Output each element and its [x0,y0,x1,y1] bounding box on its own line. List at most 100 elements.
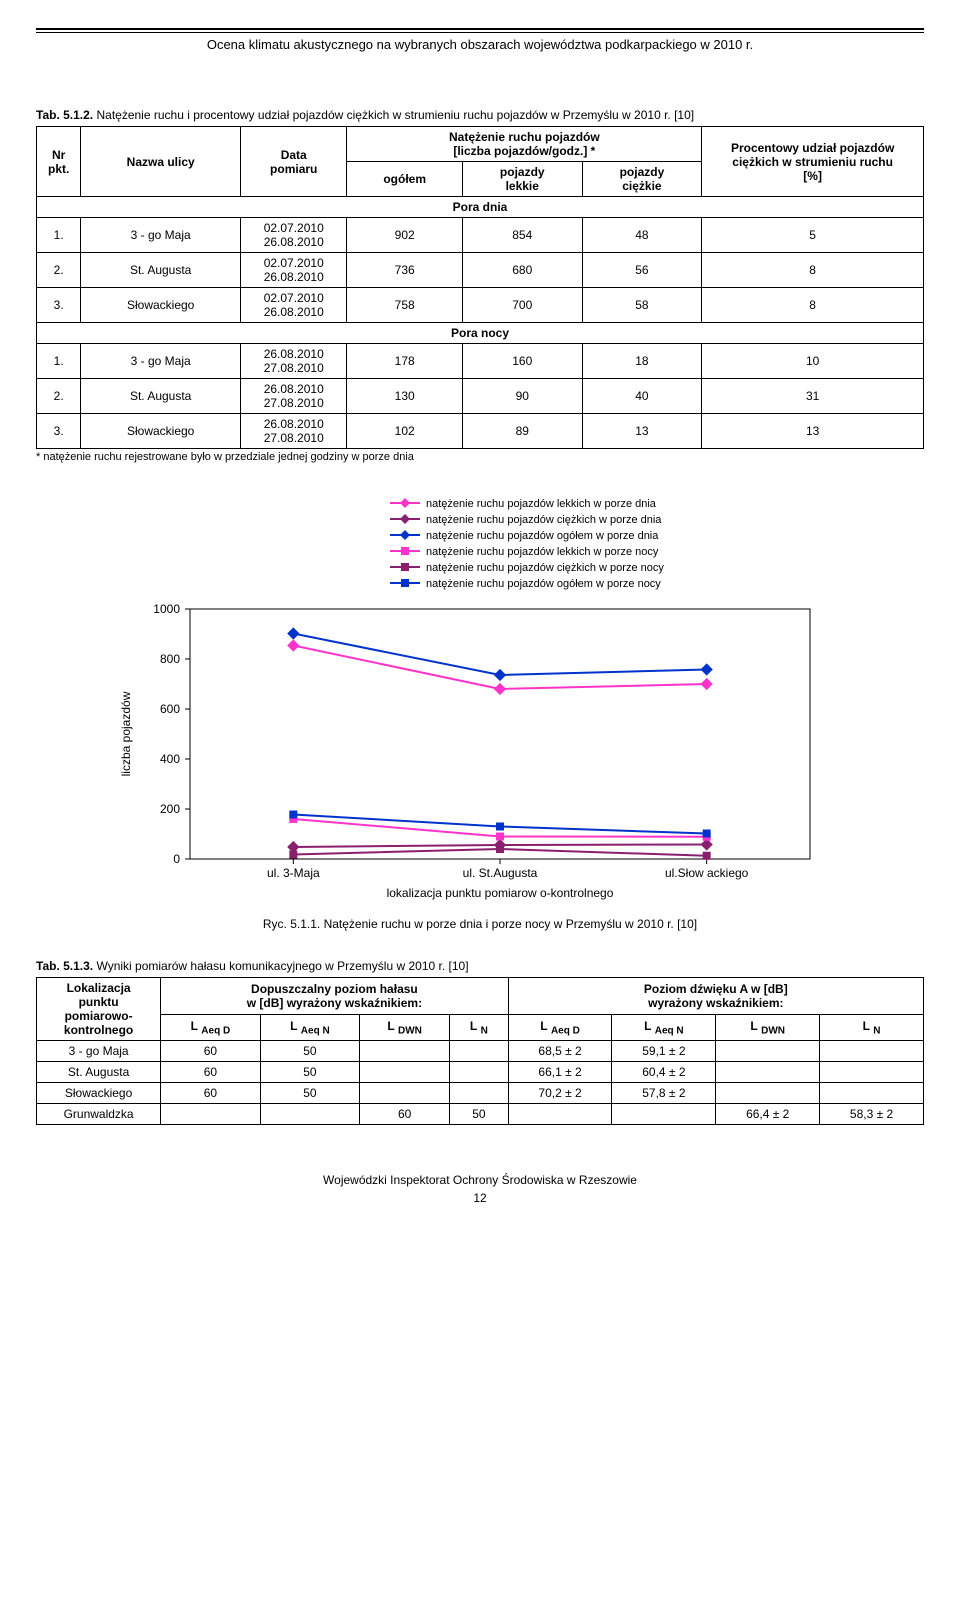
table-row: St. Augusta605066,1 ± 260,4 ± 2 [37,1062,924,1083]
table2-cell: 50 [260,1062,359,1083]
table1-cell: 31 [702,379,924,414]
svg-text:natężenie ruchu pojazdów ogółe: natężenie ruchu pojazdów ogółem w porze … [426,530,659,542]
table2-subheader: L N [820,1015,924,1041]
table1-cell: 178 [347,344,463,379]
table2-loc-cell: Słowackiego [37,1083,161,1104]
page-header: Ocena klimatu akustycznego na wybranych … [36,28,924,52]
table2-loc-cell: 3 - go Maja [37,1041,161,1062]
table-row: 2.St. Augusta02.07.201026.08.20107366805… [37,253,924,288]
table2-cell: 50 [260,1041,359,1062]
table1-cell: 13 [702,414,924,449]
table1-cell: Słowackiego [81,414,241,449]
table2-cell: 60 [161,1083,260,1104]
table1-h-group: Natężenie ruchu pojazdów[liczba pojazdów… [347,127,702,162]
table2-cell [612,1104,716,1125]
table2-cell [716,1062,820,1083]
table1-h-lekkie: pojazdylekkie [462,162,582,197]
svg-text:400: 400 [160,752,180,766]
svg-text:natężenie ruchu pojazdów ogółe: natężenie ruchu pojazdów ogółem w porze … [426,578,661,590]
table1-footnote: * natężenie ruchu rejestrowane było w pr… [36,451,924,463]
table2-cell [360,1041,450,1062]
table1-cell: 902 [347,218,463,253]
table2-cell [716,1041,820,1062]
table2-cell: 57,8 ± 2 [612,1083,716,1104]
table2-cell [820,1041,924,1062]
table-row: 1.3 - go Maja26.08.201027.08.20101781601… [37,344,924,379]
table2-cell: 58,3 ± 2 [820,1104,924,1125]
table1-cell: 1. [37,218,81,253]
table2-cell: 50 [260,1083,359,1104]
table2-cell: 50 [450,1104,509,1125]
table1-h-procent: Procentowy udział pojazdówciężkich w str… [702,127,924,197]
table1-cell: 56 [582,253,702,288]
table2-loc-cell: St. Augusta [37,1062,161,1083]
table1-cell: 13 [582,414,702,449]
table2-cell [716,1083,820,1104]
table1-cell: 700 [462,288,582,323]
table-row: Słowackiego6050 70,2 ± 257,8 ± 2 [37,1083,924,1104]
table1-cell: St. Augusta [81,379,241,414]
svg-text:natężenie ruchu pojazdów lekki: natężenie ruchu pojazdów lekkich w porze… [426,546,659,558]
table2-cell: 70,2 ± 2 [508,1083,612,1104]
table1-cell: 2. [37,379,81,414]
table2-cell: 68,5 ± 2 [508,1041,612,1062]
table1-h-nazwa: Nazwa ulicy [81,127,241,197]
table1-cell: 758 [347,288,463,323]
table-row: 3.Słowackiego02.07.201026.08.20107587005… [37,288,924,323]
chart-wrap: natężenie ruchu pojazdów lekkich w porze… [100,489,860,909]
table1-cell: 26.08.201027.08.2010 [241,344,347,379]
table1-cell: 8 [702,288,924,323]
table2-cell: 60 [360,1104,450,1125]
table1-cell: 3. [37,288,81,323]
table2-caption-prefix: Tab. 5.1.3. [36,959,93,973]
table1-cell: St. Augusta [81,253,241,288]
table1-cell: 130 [347,379,463,414]
table2-cell: 60 [161,1062,260,1083]
svg-text:ul. St.Augusta: ul. St.Augusta [463,866,538,880]
svg-text:600: 600 [160,702,180,716]
table1: Nrpkt. Nazwa ulicy Datapomiaru Natężenie… [36,126,924,449]
table2-cell [360,1062,450,1083]
table2-cell: 66,4 ± 2 [716,1104,820,1125]
svg-text:200: 200 [160,802,180,816]
table1-cell: 8 [702,253,924,288]
svg-text:natężenie ruchu pojazdów ciężk: natężenie ruchu pojazdów ciężkich w porz… [426,514,662,526]
svg-text:natężenie ruchu pojazdów ciężk: natężenie ruchu pojazdów ciężkich w porz… [426,562,664,574]
table1-cell: 26.08.201027.08.2010 [241,414,347,449]
table1-cell: Słowackiego [81,288,241,323]
svg-text:0: 0 [173,852,180,866]
table1-section: Pora dnia [37,197,924,218]
table2-caption-rest: Wyniki pomiarów hałasu komunikacyjnego w… [93,959,468,973]
table2-cell [450,1062,509,1083]
table2-cell: 60 [161,1041,260,1062]
table2-cell: 60,4 ± 2 [612,1062,716,1083]
table1-section: Pora nocy [37,323,924,344]
table1-cell: 736 [347,253,463,288]
page-number: 12 [36,1191,924,1205]
table1-h-ogolem: ogółem [347,162,463,197]
svg-text:1000: 1000 [153,602,180,616]
table1-cell: 90 [462,379,582,414]
table1-caption: Tab. 5.1.2. Natężenie ruchu i procentowy… [36,108,924,122]
table1-cell: 2. [37,253,81,288]
table2-subheader: L DWN [360,1015,450,1041]
table1-cell: 680 [462,253,582,288]
page-footer: Wojewódzki Inspektorat Ochrony Środowisk… [36,1173,924,1187]
page-title: Ocena klimatu akustycznego na wybranych … [36,32,924,52]
table-row: Grunwaldzka605066,4 ± 258,3 ± 2 [37,1104,924,1125]
svg-text:natężenie ruchu pojazdów lekki: natężenie ruchu pojazdów lekkich w porze… [426,498,657,510]
svg-text:lokalizacja punktu pomiarow o-: lokalizacja punktu pomiarow o-kontrolneg… [387,886,614,900]
table-row: 2.St. Augusta26.08.201027.08.20101309040… [37,379,924,414]
table1-cell: 3 - go Maja [81,344,241,379]
table-row: 1.3 - go Maja02.07.201026.08.20109028544… [37,218,924,253]
table2-cell [360,1083,450,1104]
table1-cell: 02.07.201026.08.2010 [241,288,347,323]
table-row: 3 - go Maja605068,5 ± 259,1 ± 2 [37,1041,924,1062]
table2-cell [450,1083,509,1104]
table1-caption-rest: Natężenie ruchu i procentowy udział poja… [93,108,694,122]
table1-cell: 3. [37,414,81,449]
svg-text:liczba pojazdów: liczba pojazdów [119,691,133,776]
table1-h-ciezkie: pojazdyciężkie [582,162,702,197]
table1-cell: 40 [582,379,702,414]
table2-h-group2: Poziom dźwięku A w [dB]wyrażony wskaźnik… [508,978,923,1015]
